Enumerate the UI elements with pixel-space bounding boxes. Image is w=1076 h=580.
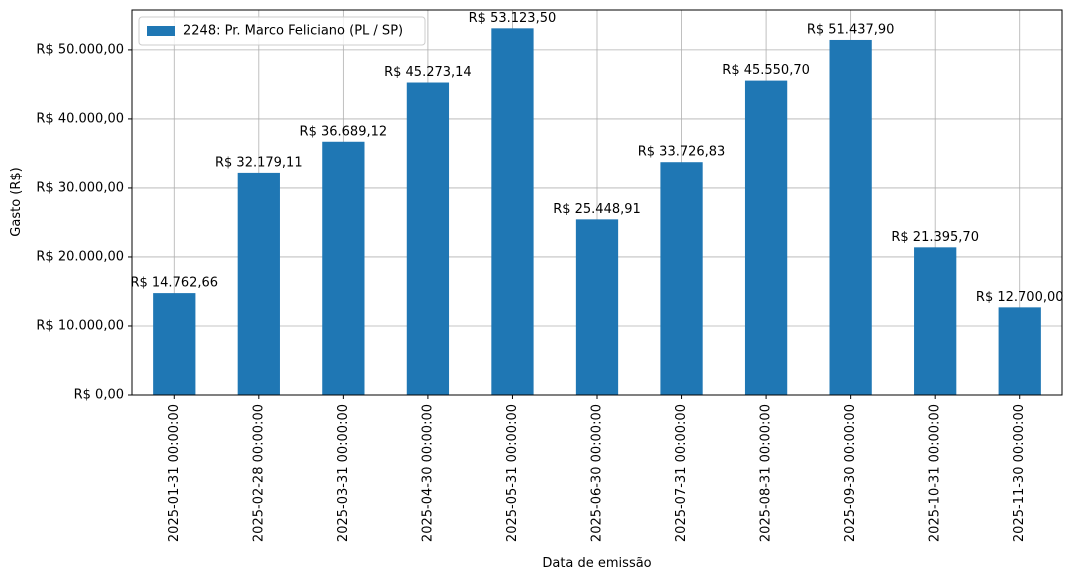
value-label: R$ 51.437,90: [807, 22, 895, 37]
value-label: R$ 53.123,50: [469, 11, 557, 26]
x-tick-label: 2025-04-30 00:00:00: [420, 404, 435, 542]
y-tick-label: R$ 30.000,00: [36, 180, 124, 195]
bar: [406, 82, 450, 395]
y-tick-label: R$ 20.000,00: [36, 249, 124, 264]
value-label: R$ 32.179,11: [215, 155, 303, 170]
bar: [829, 39, 872, 396]
x-tick-label: 2025-09-30 00:00:00: [843, 404, 858, 542]
bar: [237, 172, 280, 395]
value-label: R$ 45.550,70: [722, 63, 810, 78]
x-tick-label: 2025-02-28 00:00:00: [251, 404, 266, 542]
y-axis-label: Gasto (R$): [9, 167, 24, 236]
bar: [744, 80, 788, 395]
bar: [322, 141, 365, 395]
y-tick-label: R$ 40.000,00: [36, 111, 124, 126]
y-tick-label: R$ 50.000,00: [36, 42, 124, 57]
value-label: R$ 14.762,66: [130, 276, 218, 291]
legend-swatch: [147, 26, 175, 36]
x-tick-label: 2025-07-31 00:00:00: [674, 404, 689, 542]
legend-box: [138, 16, 426, 46]
x-tick-label: 2025-06-30 00:00:00: [590, 404, 605, 542]
x-tick-label: 2025-01-31 00:00:00: [167, 404, 182, 542]
value-label: R$ 45.273,14: [384, 65, 472, 80]
bar: [998, 307, 1041, 395]
y-tick-label: R$ 10.000,00: [36, 318, 124, 333]
x-tick-label: 2025-05-31 00:00:00: [505, 404, 520, 542]
value-label: R$ 33.726,83: [638, 145, 726, 160]
bar: [153, 293, 196, 395]
plot-frame: [131, 9, 1063, 396]
x-tick-label: 2025-03-31 00:00:00: [336, 404, 351, 542]
x-tick-label: 2025-10-31 00:00:00: [928, 404, 943, 542]
value-label: R$ 36.689,12: [300, 124, 388, 139]
y-tick-label: R$ 0,00: [74, 388, 124, 403]
value-label: R$ 12.700,00: [976, 290, 1064, 305]
bar: [660, 162, 703, 395]
bar: [491, 28, 534, 395]
x-axis-label: Data de emissão: [542, 556, 651, 571]
x-tick-label: 2025-08-31 00:00:00: [759, 404, 774, 542]
value-label: R$ 21.395,70: [891, 230, 979, 245]
bar: [575, 219, 619, 395]
value-label: R$ 25.448,91: [553, 202, 641, 217]
bar: [914, 247, 957, 395]
legend-label: 2248: Pr. Marco Feliciano (PL / SP): [183, 24, 403, 39]
x-tick-label: 2025-11-30 00:00:00: [1012, 404, 1027, 542]
